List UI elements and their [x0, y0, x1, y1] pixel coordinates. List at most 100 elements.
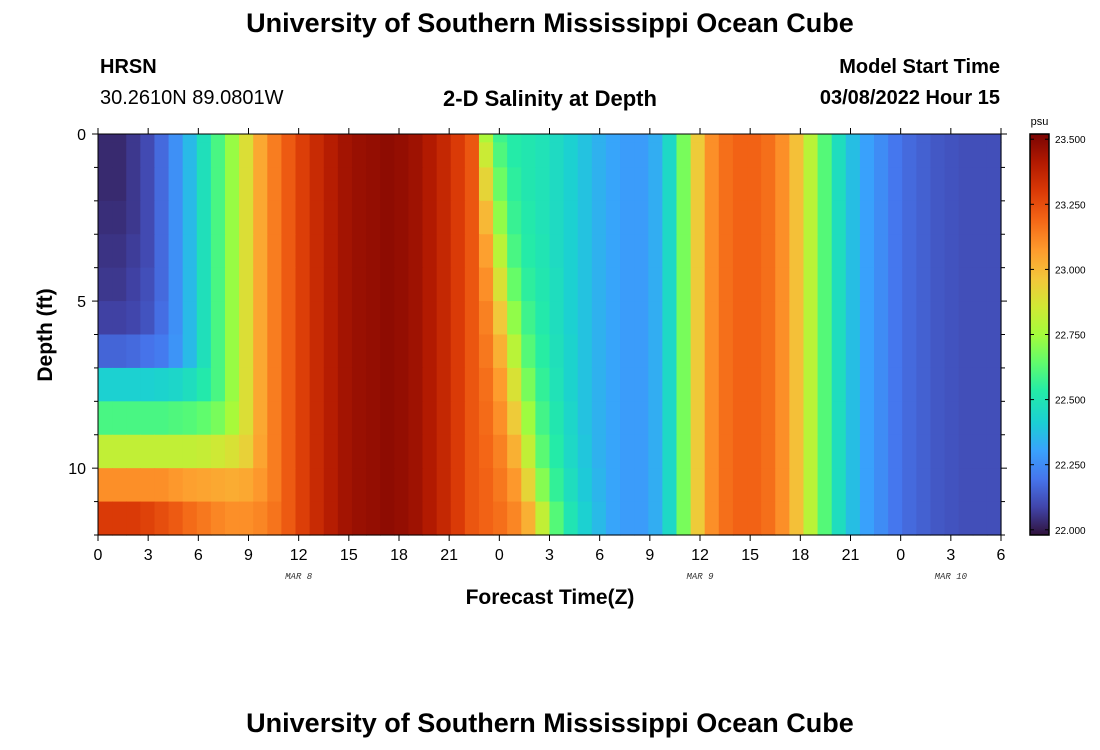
heatmap-cells	[98, 134, 1002, 536]
heatmap-cell	[620, 267, 635, 302]
heatmap-cell	[323, 234, 339, 269]
heatmap-cell	[351, 167, 367, 202]
heatmap-cell	[986, 367, 1002, 402]
heatmap-cell	[168, 468, 184, 503]
heatmap-cell	[253, 142, 268, 169]
heatmap-cell	[591, 267, 607, 302]
heatmap-cell	[210, 167, 226, 202]
heatmap-cell	[859, 501, 875, 536]
heatmap-cell	[704, 200, 720, 235]
heatmap-cell	[478, 200, 494, 235]
heatmap-cell	[337, 334, 353, 369]
heatmap-cell	[98, 401, 113, 436]
heatmap-cell	[958, 367, 974, 402]
heatmap-cell	[196, 200, 212, 235]
heatmap-cell	[210, 468, 226, 503]
heatmap-cell	[761, 134, 776, 143]
heatmap-cell	[831, 468, 847, 503]
heatmap-cell	[366, 401, 381, 436]
heatmap-cell	[803, 134, 819, 143]
heatmap-cell	[605, 134, 621, 143]
heatmap-cell	[309, 267, 325, 302]
heatmap-cell	[648, 234, 663, 269]
heatmap-cell	[182, 134, 198, 143]
heatmap-cell	[704, 134, 720, 143]
heatmap-cell	[634, 142, 649, 169]
heatmap-cell	[747, 401, 762, 436]
heatmap-cell	[422, 334, 438, 369]
heatmap-cell	[408, 301, 424, 336]
heatmap-cell	[972, 134, 988, 143]
heatmap-cell	[450, 501, 466, 536]
heatmap-cell	[154, 267, 170, 302]
heatmap-cell	[704, 501, 720, 536]
heatmap-cell	[718, 501, 734, 536]
heatmap-cell	[366, 468, 381, 503]
heatmap-cell	[154, 434, 170, 469]
heatmap-cell	[210, 401, 226, 436]
heatmap-cell	[732, 468, 748, 503]
heatmap-cell	[944, 367, 960, 402]
heatmap-cell	[874, 234, 889, 269]
heatmap-cell	[803, 401, 819, 436]
heatmap-cell	[281, 334, 297, 369]
heatmap-cell	[351, 334, 367, 369]
heatmap-cell	[295, 367, 311, 402]
heatmap-cell	[450, 301, 466, 336]
heatmap-cell	[154, 401, 170, 436]
heatmap-cell	[168, 501, 184, 536]
heatmap-cell	[775, 267, 790, 302]
heatmap-cell	[464, 234, 480, 269]
x-tick-label: 3	[545, 547, 554, 564]
heatmap-cell	[521, 501, 536, 536]
heatmap-cell	[775, 167, 790, 202]
heatmap-cell	[888, 434, 903, 469]
heatmap-cell	[98, 334, 113, 369]
heatmap-cell	[803, 167, 819, 202]
heatmap-cell	[958, 468, 974, 503]
colorbar-unit: psu	[1031, 116, 1049, 128]
heatmap-cell	[521, 200, 536, 235]
heatmap-cell	[676, 134, 692, 143]
heatmap-cell	[450, 200, 466, 235]
heatmap-cell	[168, 267, 184, 302]
heatmap-cell	[281, 367, 297, 402]
heatmap-cell	[323, 301, 339, 336]
heatmap-cell	[196, 401, 212, 436]
heatmap-cell	[732, 501, 748, 536]
heatmap-cell	[690, 434, 706, 469]
x-tick-label: 21	[842, 547, 860, 564]
heatmap-cell	[493, 334, 508, 369]
heatmap-cell	[549, 334, 565, 369]
heatmap-cell	[874, 367, 889, 402]
heatmap-cell	[210, 334, 226, 369]
heatmap-cell	[662, 334, 678, 369]
heatmap-cell	[972, 468, 988, 503]
heatmap-cell	[450, 267, 466, 302]
heatmap-cell	[634, 434, 649, 469]
heatmap-cell	[986, 301, 1002, 336]
heatmap-cell	[845, 468, 861, 503]
y-tick-label: 5	[77, 294, 86, 311]
heatmap-cell	[605, 200, 621, 235]
heatmap-cell	[986, 501, 1002, 536]
heatmap-cell	[789, 200, 805, 235]
heatmap-cell	[944, 167, 960, 202]
heatmap-cell	[521, 468, 536, 503]
heatmap-cell	[831, 267, 847, 302]
heatmap-cell	[351, 434, 367, 469]
heatmap-cell	[210, 434, 226, 469]
heatmap-cell	[958, 267, 974, 302]
heatmap-cell	[493, 468, 508, 503]
heatmap-cell	[267, 134, 283, 143]
heatmap-cell	[662, 301, 678, 336]
heatmap-cell	[817, 234, 833, 269]
colorbar-tick-label: 22.500	[1055, 396, 1086, 407]
x-tick-label: 21	[440, 547, 458, 564]
heatmap-cell	[422, 167, 438, 202]
heatmap-cell	[972, 401, 988, 436]
heatmap-cell	[648, 267, 663, 302]
heatmap-cell	[507, 134, 522, 143]
model-start-label: Model Start Time	[839, 56, 1000, 78]
heatmap-cell	[239, 501, 254, 536]
